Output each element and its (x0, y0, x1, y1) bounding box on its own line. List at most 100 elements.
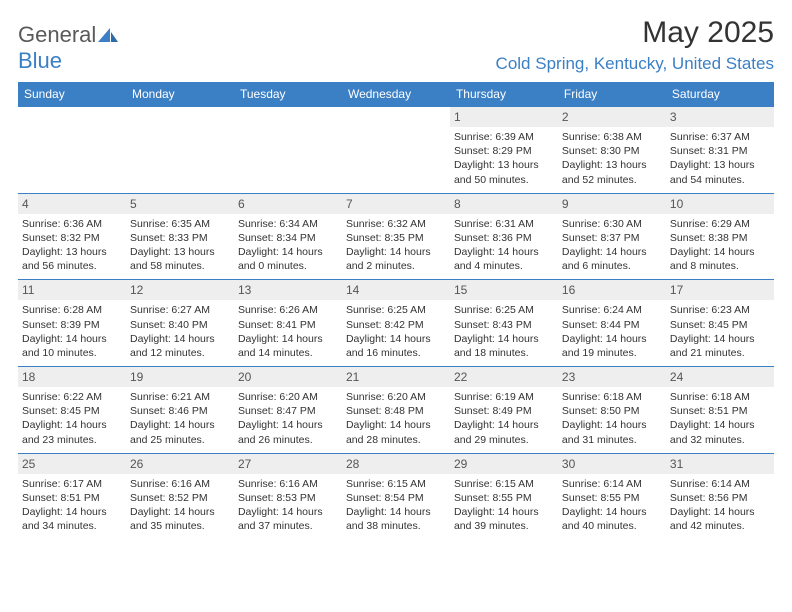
info-line: Sunset: 8:29 PM (454, 144, 554, 158)
day-info: Sunrise: 6:38 AMSunset: 8:30 PMDaylight:… (562, 130, 662, 187)
info-line: and 14 minutes. (238, 346, 338, 360)
day-cell: 6Sunrise: 6:34 AMSunset: 8:34 PMDaylight… (234, 193, 342, 280)
info-line: Daylight: 14 hours (130, 418, 230, 432)
day-number: 25 (18, 454, 126, 474)
info-line: Daylight: 14 hours (22, 332, 122, 346)
day-info: Sunrise: 6:16 AMSunset: 8:53 PMDaylight:… (238, 477, 338, 534)
info-line: Sunrise: 6:25 AM (454, 303, 554, 317)
info-line: Sunrise: 6:27 AM (130, 303, 230, 317)
info-line: and 40 minutes. (562, 519, 662, 533)
info-line: Sunrise: 6:15 AM (454, 477, 554, 491)
info-line: Daylight: 14 hours (346, 418, 446, 432)
day-cell: 12Sunrise: 6:27 AMSunset: 8:40 PMDayligh… (126, 280, 234, 367)
info-line: and 58 minutes. (130, 259, 230, 273)
info-line: Sunrise: 6:19 AM (454, 390, 554, 404)
info-line: Sunrise: 6:24 AM (562, 303, 662, 317)
info-line: Daylight: 14 hours (670, 418, 770, 432)
info-line: Sunrise: 6:28 AM (22, 303, 122, 317)
info-line: Sunset: 8:56 PM (670, 491, 770, 505)
day-cell (342, 107, 450, 194)
info-line: Sunrise: 6:32 AM (346, 217, 446, 231)
day-info: Sunrise: 6:19 AMSunset: 8:49 PMDaylight:… (454, 390, 554, 447)
info-line: Sunset: 8:32 PM (22, 231, 122, 245)
info-line: and 6 minutes. (562, 259, 662, 273)
info-line: Daylight: 14 hours (130, 505, 230, 519)
info-line: Sunset: 8:41 PM (238, 318, 338, 332)
brand-blue: Blue (18, 48, 62, 73)
dow-thu: Thursday (450, 82, 558, 107)
day-cell: 27Sunrise: 6:16 AMSunset: 8:53 PMDayligh… (234, 453, 342, 539)
info-line: and 12 minutes. (130, 346, 230, 360)
info-line: and 56 minutes. (22, 259, 122, 273)
day-info: Sunrise: 6:36 AMSunset: 8:32 PMDaylight:… (22, 217, 122, 274)
day-info: Sunrise: 6:15 AMSunset: 8:54 PMDaylight:… (346, 477, 446, 534)
sail-icon (98, 22, 118, 48)
info-line: and 0 minutes. (238, 259, 338, 273)
day-info: Sunrise: 6:26 AMSunset: 8:41 PMDaylight:… (238, 303, 338, 360)
day-info: Sunrise: 6:21 AMSunset: 8:46 PMDaylight:… (130, 390, 230, 447)
info-line: Sunset: 8:38 PM (670, 231, 770, 245)
week-row: 11Sunrise: 6:28 AMSunset: 8:39 PMDayligh… (18, 280, 774, 367)
info-line: Sunset: 8:47 PM (238, 404, 338, 418)
day-number: 17 (666, 280, 774, 300)
info-line: and 18 minutes. (454, 346, 554, 360)
info-line: Sunset: 8:51 PM (670, 404, 770, 418)
info-line: Sunset: 8:54 PM (346, 491, 446, 505)
info-line: Sunset: 8:48 PM (346, 404, 446, 418)
day-cell: 17Sunrise: 6:23 AMSunset: 8:45 PMDayligh… (666, 280, 774, 367)
day-number: 11 (18, 280, 126, 300)
day-number: 19 (126, 367, 234, 387)
day-info: Sunrise: 6:17 AMSunset: 8:51 PMDaylight:… (22, 477, 122, 534)
dow-mon: Monday (126, 82, 234, 107)
header: GeneralBlue May 2025 Cold Spring, Kentuc… (18, 16, 774, 74)
day-number: 5 (126, 194, 234, 214)
week-row: 1Sunrise: 6:39 AMSunset: 8:29 PMDaylight… (18, 107, 774, 194)
day-number (18, 107, 126, 127)
info-line: and 50 minutes. (454, 173, 554, 187)
info-line: Sunrise: 6:22 AM (22, 390, 122, 404)
info-line: and 2 minutes. (346, 259, 446, 273)
info-line: Sunrise: 6:29 AM (670, 217, 770, 231)
day-cell: 31Sunrise: 6:14 AMSunset: 8:56 PMDayligh… (666, 453, 774, 539)
info-line: Daylight: 14 hours (454, 505, 554, 519)
day-info: Sunrise: 6:32 AMSunset: 8:35 PMDaylight:… (346, 217, 446, 274)
day-info: Sunrise: 6:37 AMSunset: 8:31 PMDaylight:… (670, 130, 770, 187)
info-line: Daylight: 14 hours (670, 332, 770, 346)
day-info: Sunrise: 6:29 AMSunset: 8:38 PMDaylight:… (670, 217, 770, 274)
day-number: 31 (666, 454, 774, 474)
info-line: Sunset: 8:55 PM (562, 491, 662, 505)
info-line: Daylight: 14 hours (670, 245, 770, 259)
info-line: and 8 minutes. (670, 259, 770, 273)
day-info: Sunrise: 6:27 AMSunset: 8:40 PMDaylight:… (130, 303, 230, 360)
info-line: Sunset: 8:30 PM (562, 144, 662, 158)
info-line: Daylight: 14 hours (562, 245, 662, 259)
day-number: 9 (558, 194, 666, 214)
info-line: Daylight: 14 hours (454, 245, 554, 259)
info-line: and 21 minutes. (670, 346, 770, 360)
calendar-table: Sunday Monday Tuesday Wednesday Thursday… (18, 82, 774, 539)
info-line: Daylight: 13 hours (454, 158, 554, 172)
info-line: and 25 minutes. (130, 433, 230, 447)
day-number: 18 (18, 367, 126, 387)
info-line: Daylight: 14 hours (562, 505, 662, 519)
info-line: and 10 minutes. (22, 346, 122, 360)
day-number: 4 (18, 194, 126, 214)
day-number: 2 (558, 107, 666, 127)
info-line: and 38 minutes. (346, 519, 446, 533)
info-line: Sunset: 8:52 PM (130, 491, 230, 505)
info-line: Sunset: 8:44 PM (562, 318, 662, 332)
info-line: Daylight: 14 hours (238, 332, 338, 346)
title-block: May 2025 Cold Spring, Kentucky, United S… (496, 16, 774, 74)
week-row: 18Sunrise: 6:22 AMSunset: 8:45 PMDayligh… (18, 367, 774, 454)
info-line: Sunrise: 6:23 AM (670, 303, 770, 317)
info-line: Sunset: 8:40 PM (130, 318, 230, 332)
day-number: 1 (450, 107, 558, 127)
info-line: Daylight: 14 hours (238, 418, 338, 432)
day-info: Sunrise: 6:25 AMSunset: 8:43 PMDaylight:… (454, 303, 554, 360)
info-line: Daylight: 14 hours (454, 332, 554, 346)
info-line: Sunset: 8:31 PM (670, 144, 770, 158)
day-info: Sunrise: 6:25 AMSunset: 8:42 PMDaylight:… (346, 303, 446, 360)
day-info: Sunrise: 6:18 AMSunset: 8:51 PMDaylight:… (670, 390, 770, 447)
info-line: and 23 minutes. (22, 433, 122, 447)
info-line: and 39 minutes. (454, 519, 554, 533)
